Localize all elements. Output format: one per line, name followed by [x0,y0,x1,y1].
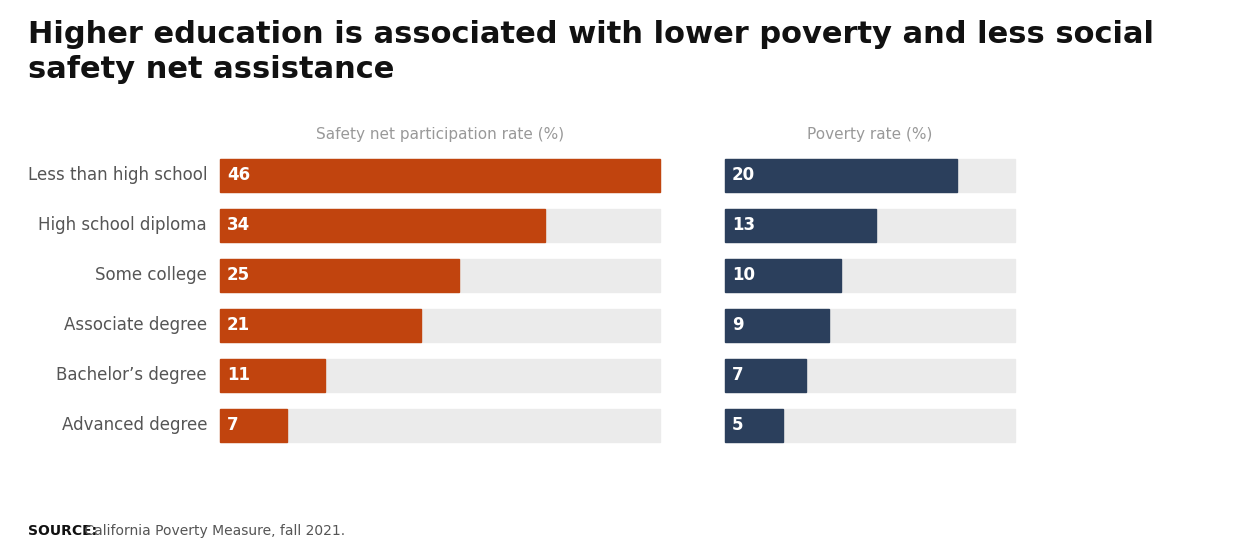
Text: SOURCE:: SOURCE: [29,524,97,538]
Bar [725,259,841,292]
Text: 10: 10 [732,266,755,284]
Bar [219,259,660,292]
Text: 34: 34 [227,216,250,234]
Bar [219,408,286,441]
Text: Advanced degree: Advanced degree [62,416,207,434]
Text: Higher education is associated with lower poverty and less social
safety net ass: Higher education is associated with lowe… [29,20,1154,84]
Bar [219,208,546,241]
Bar [219,158,660,192]
Text: 46: 46 [227,166,250,184]
Text: Less than high school: Less than high school [27,166,207,184]
Bar [219,208,660,241]
Text: Poverty rate (%): Poverty rate (%) [807,128,932,142]
Text: 7: 7 [732,366,744,384]
Bar [725,408,782,441]
Text: 11: 11 [227,366,250,384]
Text: Safety net participation rate (%): Safety net participation rate (%) [316,128,564,142]
Text: 5: 5 [732,416,744,434]
Bar [725,309,830,342]
Text: High school diploma: High school diploma [38,216,207,234]
Bar [219,158,660,192]
Bar [219,408,660,441]
Bar [725,208,1016,241]
Bar [219,309,660,342]
Text: Associate degree: Associate degree [64,316,207,334]
Bar [725,208,875,241]
Text: 20: 20 [732,166,755,184]
Text: 25: 25 [227,266,250,284]
Bar [219,358,660,391]
Text: 13: 13 [732,216,755,234]
Bar [725,309,1016,342]
Text: Some college: Some college [95,266,207,284]
Bar [725,358,1016,391]
Text: 7: 7 [227,416,238,434]
Bar [725,408,1016,441]
Bar [725,259,1016,292]
Bar [725,358,806,391]
Text: 21: 21 [227,316,250,334]
Bar [219,259,459,292]
Text: California Poverty Measure, fall 2021.: California Poverty Measure, fall 2021. [81,524,345,538]
Text: Bachelor’s degree: Bachelor’s degree [56,366,207,384]
Bar [219,358,325,391]
Bar [725,158,957,192]
Bar [725,158,1016,192]
Text: 9: 9 [732,316,744,334]
Bar [219,309,420,342]
